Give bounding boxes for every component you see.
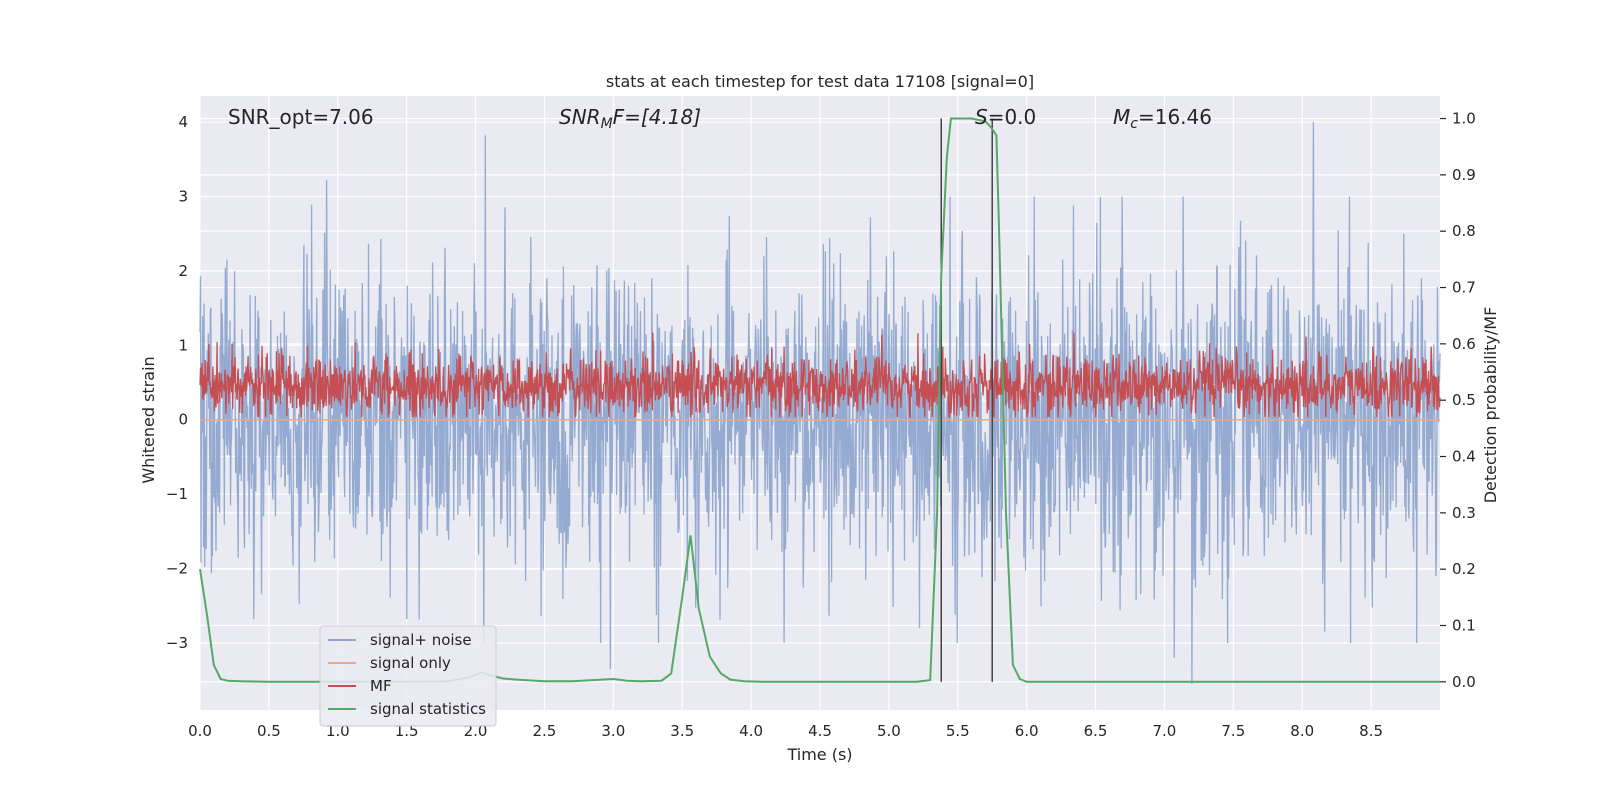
- x-tick-label-6: 3.0: [601, 722, 625, 740]
- x-tick-label-5: 2.5: [533, 722, 557, 740]
- mc-sub: c: [1130, 116, 1138, 132]
- series-mf-line: [199, 332, 1441, 419]
- mf-series: [199, 332, 1441, 419]
- vertical-markers: [940, 118, 993, 682]
- y2-axis-ticks: 1.0 0.9 0.8 0.7 0.6 0.5 0.4 0.3 0.2 0.1 0.0: [1440, 110, 1476, 691]
- x-tick-label-10: 5.0: [877, 722, 901, 740]
- series-signal-noise-line: [199, 121, 1441, 685]
- legend-label-signal-noise: signal+ noise: [370, 631, 472, 649]
- y-tick-label-7: −3: [166, 634, 188, 652]
- x-tick-label-7: 3.5: [670, 722, 694, 740]
- y2-tick-label-5: 0.5: [1452, 391, 1476, 409]
- y2-tick-label-8: 0.2: [1452, 560, 1476, 578]
- s-main: S: [975, 105, 988, 129]
- x-tick-label-16: 8.0: [1290, 722, 1314, 740]
- y2-tick-label-4: 0.6: [1452, 335, 1476, 353]
- x-tick-label-11: 5.5: [946, 722, 970, 740]
- x-tick-label-8: 4.0: [739, 722, 763, 740]
- y2-tick-label-3: 0.7: [1452, 279, 1476, 297]
- snr-mf-sub: M: [601, 116, 613, 132]
- x-tick-label-13: 6.5: [1084, 722, 1108, 740]
- x-tick-label-0: 0.0: [188, 722, 212, 740]
- y2-tick-label-1: 0.9: [1452, 166, 1476, 184]
- y-axis-title: Whitened strain: [139, 356, 158, 483]
- s-rest: =0.0: [988, 105, 1037, 129]
- y2-axis-title: Detection probability/MF: [1481, 307, 1500, 504]
- y2-tick-label-9: 0.1: [1452, 617, 1476, 635]
- mc-main: M: [1113, 105, 1130, 129]
- x-tick-label-17: 8.5: [1359, 722, 1383, 740]
- legend-label-mf: MF: [370, 677, 392, 695]
- x-tick-label-12: 6.0: [1015, 722, 1039, 740]
- snr-mf-rest: F=[4.18]: [613, 105, 701, 129]
- annotation-snr-mf: SNRMF=[4.18]: [559, 105, 701, 132]
- y-axis-ticks: 4 3 2 1 0 −1 −2 −3: [166, 113, 188, 652]
- y2-tick-label-0: 1.0: [1452, 110, 1476, 128]
- y2-tick-label-2: 0.8: [1452, 222, 1476, 240]
- legend: signal+ noise signal only MF signal stat…: [319, 625, 497, 727]
- y-tick-label-5: −1: [166, 485, 188, 503]
- y2-tick-label-10: 0.0: [1452, 673, 1476, 691]
- y2-tick-label-7: 0.3: [1452, 504, 1476, 522]
- legend-box: [319, 625, 497, 727]
- snr-mf-main: SNR: [559, 105, 601, 129]
- annotation-mc: Mc=16.46: [1113, 105, 1212, 132]
- y-tick-label-2: 2: [178, 262, 188, 280]
- annotation-s: S=0.0: [975, 105, 1036, 129]
- y-tick-label-1: 3: [178, 187, 188, 205]
- annotation-snr-opt: SNR_opt=7.06: [228, 105, 374, 129]
- signal-noise-series: [199, 121, 1441, 685]
- x-tick-label-15: 7.5: [1221, 722, 1245, 740]
- x-tick-label-9: 4.5: [808, 722, 832, 740]
- x-tick-label-14: 7.0: [1153, 722, 1177, 740]
- legend-label-signal-only: signal only: [370, 654, 451, 672]
- y-tick-label-4: 0: [178, 411, 188, 429]
- x-axis-title: Time (s): [786, 745, 852, 764]
- y-tick-label-0: 4: [178, 113, 188, 131]
- chart-title: stats at each timestep for test data 171…: [606, 72, 1034, 91]
- y2-tick-label-6: 0.4: [1452, 448, 1476, 466]
- x-tick-label-1: 0.5: [257, 722, 281, 740]
- y-tick-label-3: 1: [178, 336, 188, 354]
- legend-label-signal-statistics: signal statistics: [370, 700, 486, 718]
- mc-rest: =16.46: [1138, 105, 1212, 129]
- y-tick-label-6: −2: [166, 560, 188, 578]
